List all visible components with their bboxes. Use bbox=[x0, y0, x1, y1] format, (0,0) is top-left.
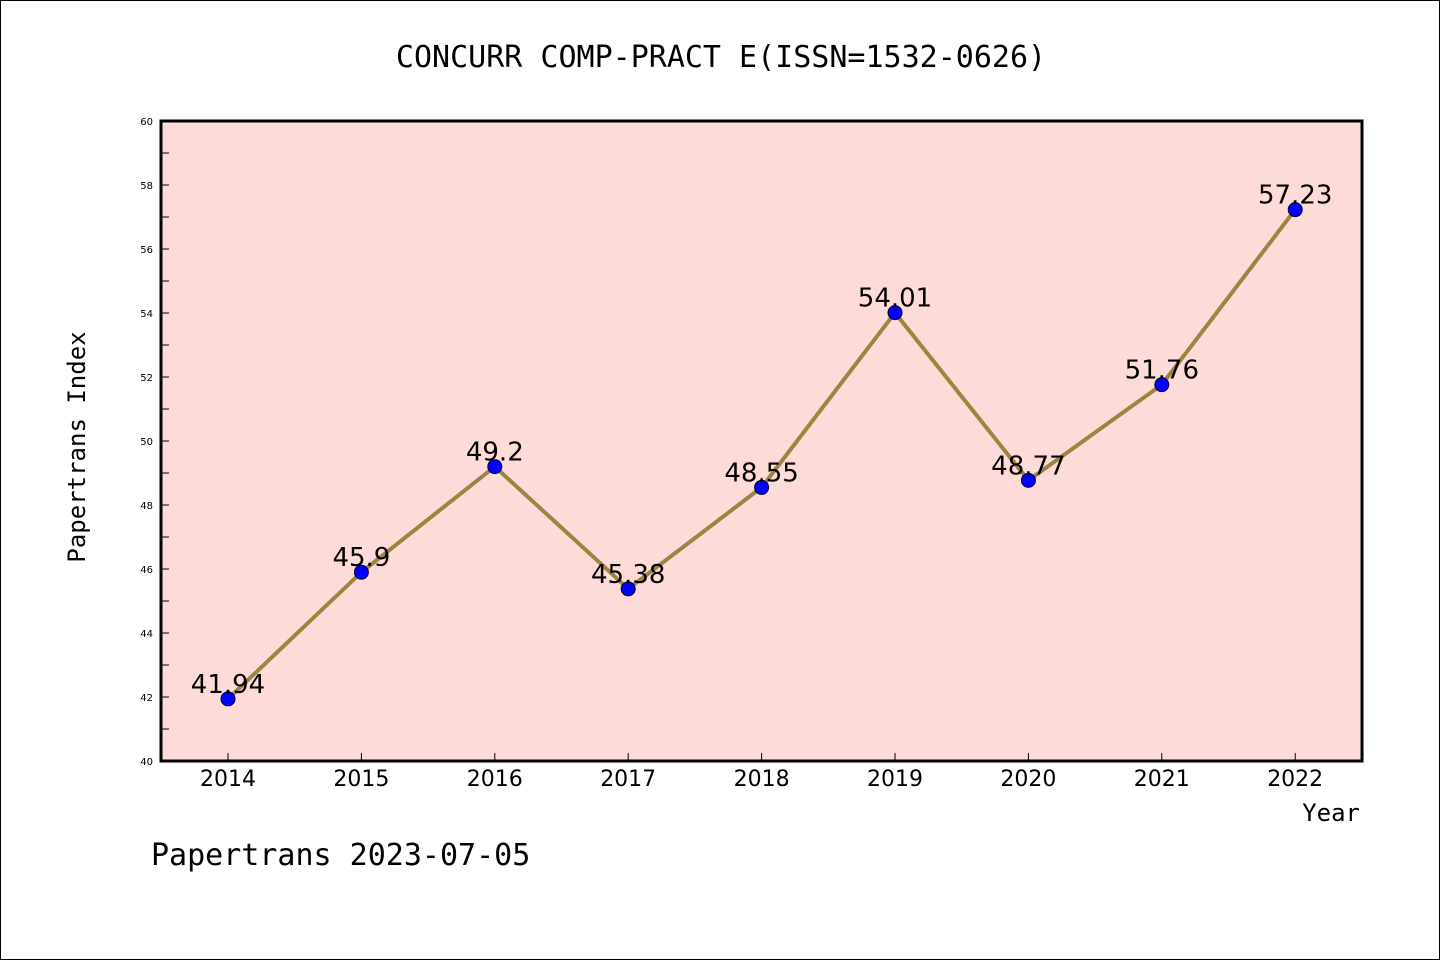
y-tick-label: 42 bbox=[140, 693, 153, 704]
x-tick-label: 2020 bbox=[1000, 767, 1056, 792]
chart-title: CONCURR COMP-PRACT E(ISSN=1532-0626) bbox=[396, 40, 1046, 75]
data-point bbox=[1287, 202, 1303, 218]
x-tick-label: 2014 bbox=[200, 767, 256, 792]
x-tick-label: 2015 bbox=[333, 767, 389, 792]
x-tick-label: 2021 bbox=[1134, 767, 1190, 792]
x-tick-label: 2022 bbox=[1267, 767, 1323, 792]
data-label: 45.9 bbox=[332, 543, 390, 573]
data-label: 57.23 bbox=[1258, 181, 1332, 211]
data-label: 54.01 bbox=[858, 284, 932, 314]
data-point bbox=[353, 564, 369, 580]
x-axis: 2014 2015 2016 2017 2018 2019 2020 2021 2022 bbox=[200, 753, 1323, 792]
y-tick-label: 44 bbox=[140, 629, 153, 640]
y-axis-title: Papertrans Index bbox=[63, 331, 91, 562]
data-label: 48.55 bbox=[724, 458, 798, 488]
x-axis-title: Year bbox=[1302, 799, 1360, 827]
plot-area bbox=[161, 121, 1362, 761]
data-markers bbox=[220, 202, 1303, 707]
x-tick-label: 2017 bbox=[600, 767, 656, 792]
data-point bbox=[1154, 377, 1170, 393]
data-point bbox=[220, 691, 236, 707]
y-tick-label: 58 bbox=[140, 181, 153, 192]
plot-border bbox=[159, 119, 1364, 763]
data-labels: 41.94 45.9 49.2 45.38 48.55 54.01 48.77 51.76 57… bbox=[191, 181, 1333, 700]
data-label: 48.77 bbox=[991, 451, 1065, 481]
x-tick-label: 2018 bbox=[734, 767, 790, 792]
x-tick-label: 2019 bbox=[867, 767, 923, 792]
x-tick-label: 2016 bbox=[467, 767, 523, 792]
y-tick-label: 50 bbox=[140, 437, 153, 448]
data-point bbox=[487, 459, 503, 475]
data-label: 45.38 bbox=[591, 560, 665, 590]
y-tick-label: 40 bbox=[140, 757, 153, 768]
data-label: 51.76 bbox=[1125, 356, 1199, 386]
y-tick-label: 48 bbox=[140, 501, 153, 512]
data-point bbox=[620, 581, 636, 597]
y-tick-label: 60 bbox=[140, 117, 153, 128]
data-point bbox=[754, 479, 770, 495]
y-tick-label: 54 bbox=[140, 309, 153, 320]
y-axis: 40 42 44 46 48 50 52 54 56 58 60 bbox=[140, 117, 169, 768]
data-point bbox=[1020, 472, 1036, 488]
data-label: 41.94 bbox=[191, 670, 265, 700]
data-point bbox=[887, 305, 903, 321]
y-tick-label: 56 bbox=[140, 245, 153, 256]
data-label: 49.2 bbox=[466, 438, 524, 468]
footer-date-label: Papertrans 2023-07-05 bbox=[151, 838, 530, 873]
y-tick-label: 52 bbox=[140, 373, 153, 384]
y-tick-label: 46 bbox=[140, 565, 153, 576]
